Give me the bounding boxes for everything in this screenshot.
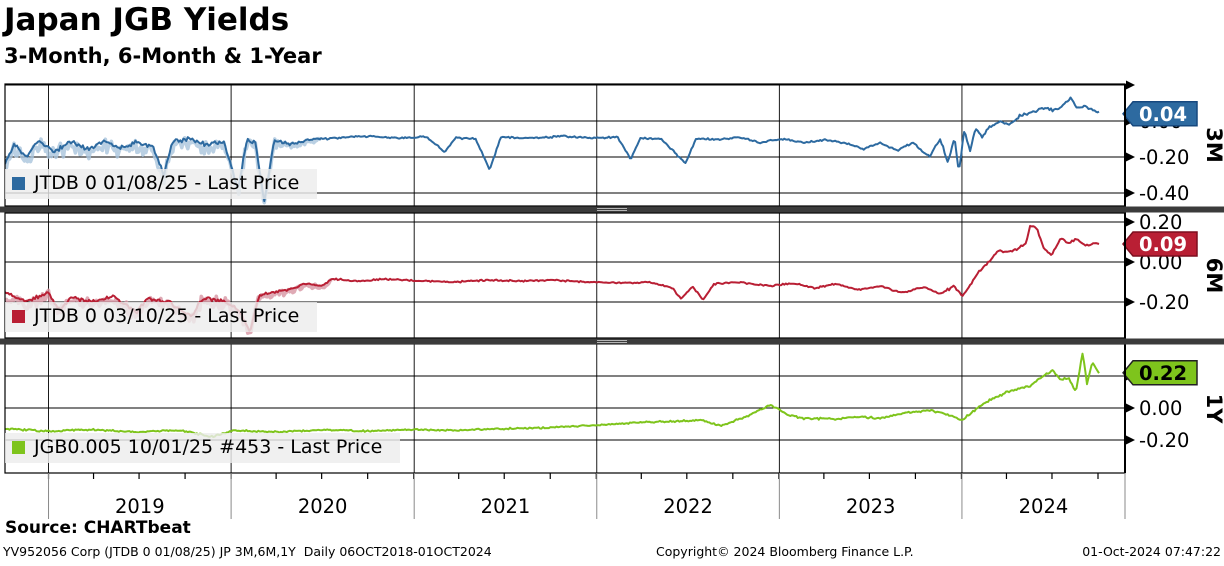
price-tag-value-6m: 0.09: [1139, 233, 1187, 256]
legend-swatch-6m: [12, 309, 25, 323]
footer-security-info: YV952056 Corp (JTDB 0 01/08/25) JP 3M,6M…: [3, 544, 492, 559]
year-label-2023: 2023: [846, 495, 896, 518]
year-label-2019: 2019: [115, 495, 165, 518]
axis-tick-label: -0.40: [1139, 182, 1189, 205]
panel-splitter: [0, 206, 1224, 213]
price-tag-3m: [1122, 101, 1198, 127]
legend-label-3m: JTDB 0 01/08/25 - Last Price: [34, 172, 300, 194]
footer-copyright: Copyright© 2024 Bloomberg Finance L.P.: [656, 544, 914, 559]
axis-tick-label: 0.20: [1139, 211, 1182, 234]
axis-tick-arrow: [1126, 217, 1135, 227]
legend-6m[interactable]: JTDB 0 03/10/25 - Last Price: [5, 302, 318, 332]
panel-splitter-handle[interactable]: [597, 340, 627, 343]
year-label-2022: 2022: [663, 495, 713, 518]
price-tag-value-1y: 0.22: [1139, 362, 1187, 385]
year-label-2021: 2021: [481, 495, 531, 518]
price-tag-6m: [1122, 231, 1198, 257]
axis-tick-arrow: [1126, 152, 1135, 162]
axis-side-label-3m: 3M: [1202, 127, 1224, 163]
page-subtitle: 3-Month, 6-Month & 1-Year: [4, 44, 322, 68]
page-title: Japan JGB Yields: [4, 2, 290, 38]
panel-splitter: [0, 338, 1224, 345]
footer-timestamp: 01-Oct-2024 07:47:22: [1082, 544, 1221, 559]
axis-tick-label: -0.20: [1139, 291, 1189, 314]
axis-tick-arrow: [1126, 297, 1135, 307]
axis-tick-label: -0.20: [1139, 146, 1189, 169]
axis-tick-label: -0.20: [1139, 429, 1189, 452]
axis-tick-arrow: [1126, 188, 1135, 198]
axis-tick-arrow: [1126, 403, 1135, 413]
axis-tick-arrow: [1126, 80, 1135, 90]
legend-label-6m: JTDB 0 03/10/25 - Last Price: [34, 305, 300, 327]
year-label-2024: 2024: [1019, 495, 1069, 518]
series-line-3m: [5, 96, 1100, 203]
panel-splitter-handle[interactable]: [597, 208, 627, 211]
axis-side-label-1y: 1Y: [1202, 394, 1224, 425]
axis-side-label-6m: 6M: [1202, 258, 1224, 294]
axis-tick-arrow: [1126, 257, 1135, 267]
legend-swatch-1y: [12, 440, 25, 454]
year-label-2020: 2020: [298, 495, 348, 518]
legend-swatch-3m: [12, 176, 25, 190]
axis-tick-label: 0.00: [1139, 397, 1182, 420]
legend-3m[interactable]: JTDB 0 01/08/25 - Last Price: [5, 169, 318, 199]
price-tag-1y: [1122, 360, 1198, 386]
price-tag-value-3m: 0.04: [1139, 103, 1187, 126]
legend-label-1y: JGB0.005 10/01/25 #453 - Last Price: [34, 436, 383, 458]
series-line-1y: [5, 352, 1100, 439]
legend-1y[interactable]: JGB0.005 10/01/25 #453 - Last Price: [5, 433, 401, 463]
source-label: Source: CHARTbeat: [5, 518, 191, 538]
axis-tick-arrow: [1126, 435, 1135, 445]
